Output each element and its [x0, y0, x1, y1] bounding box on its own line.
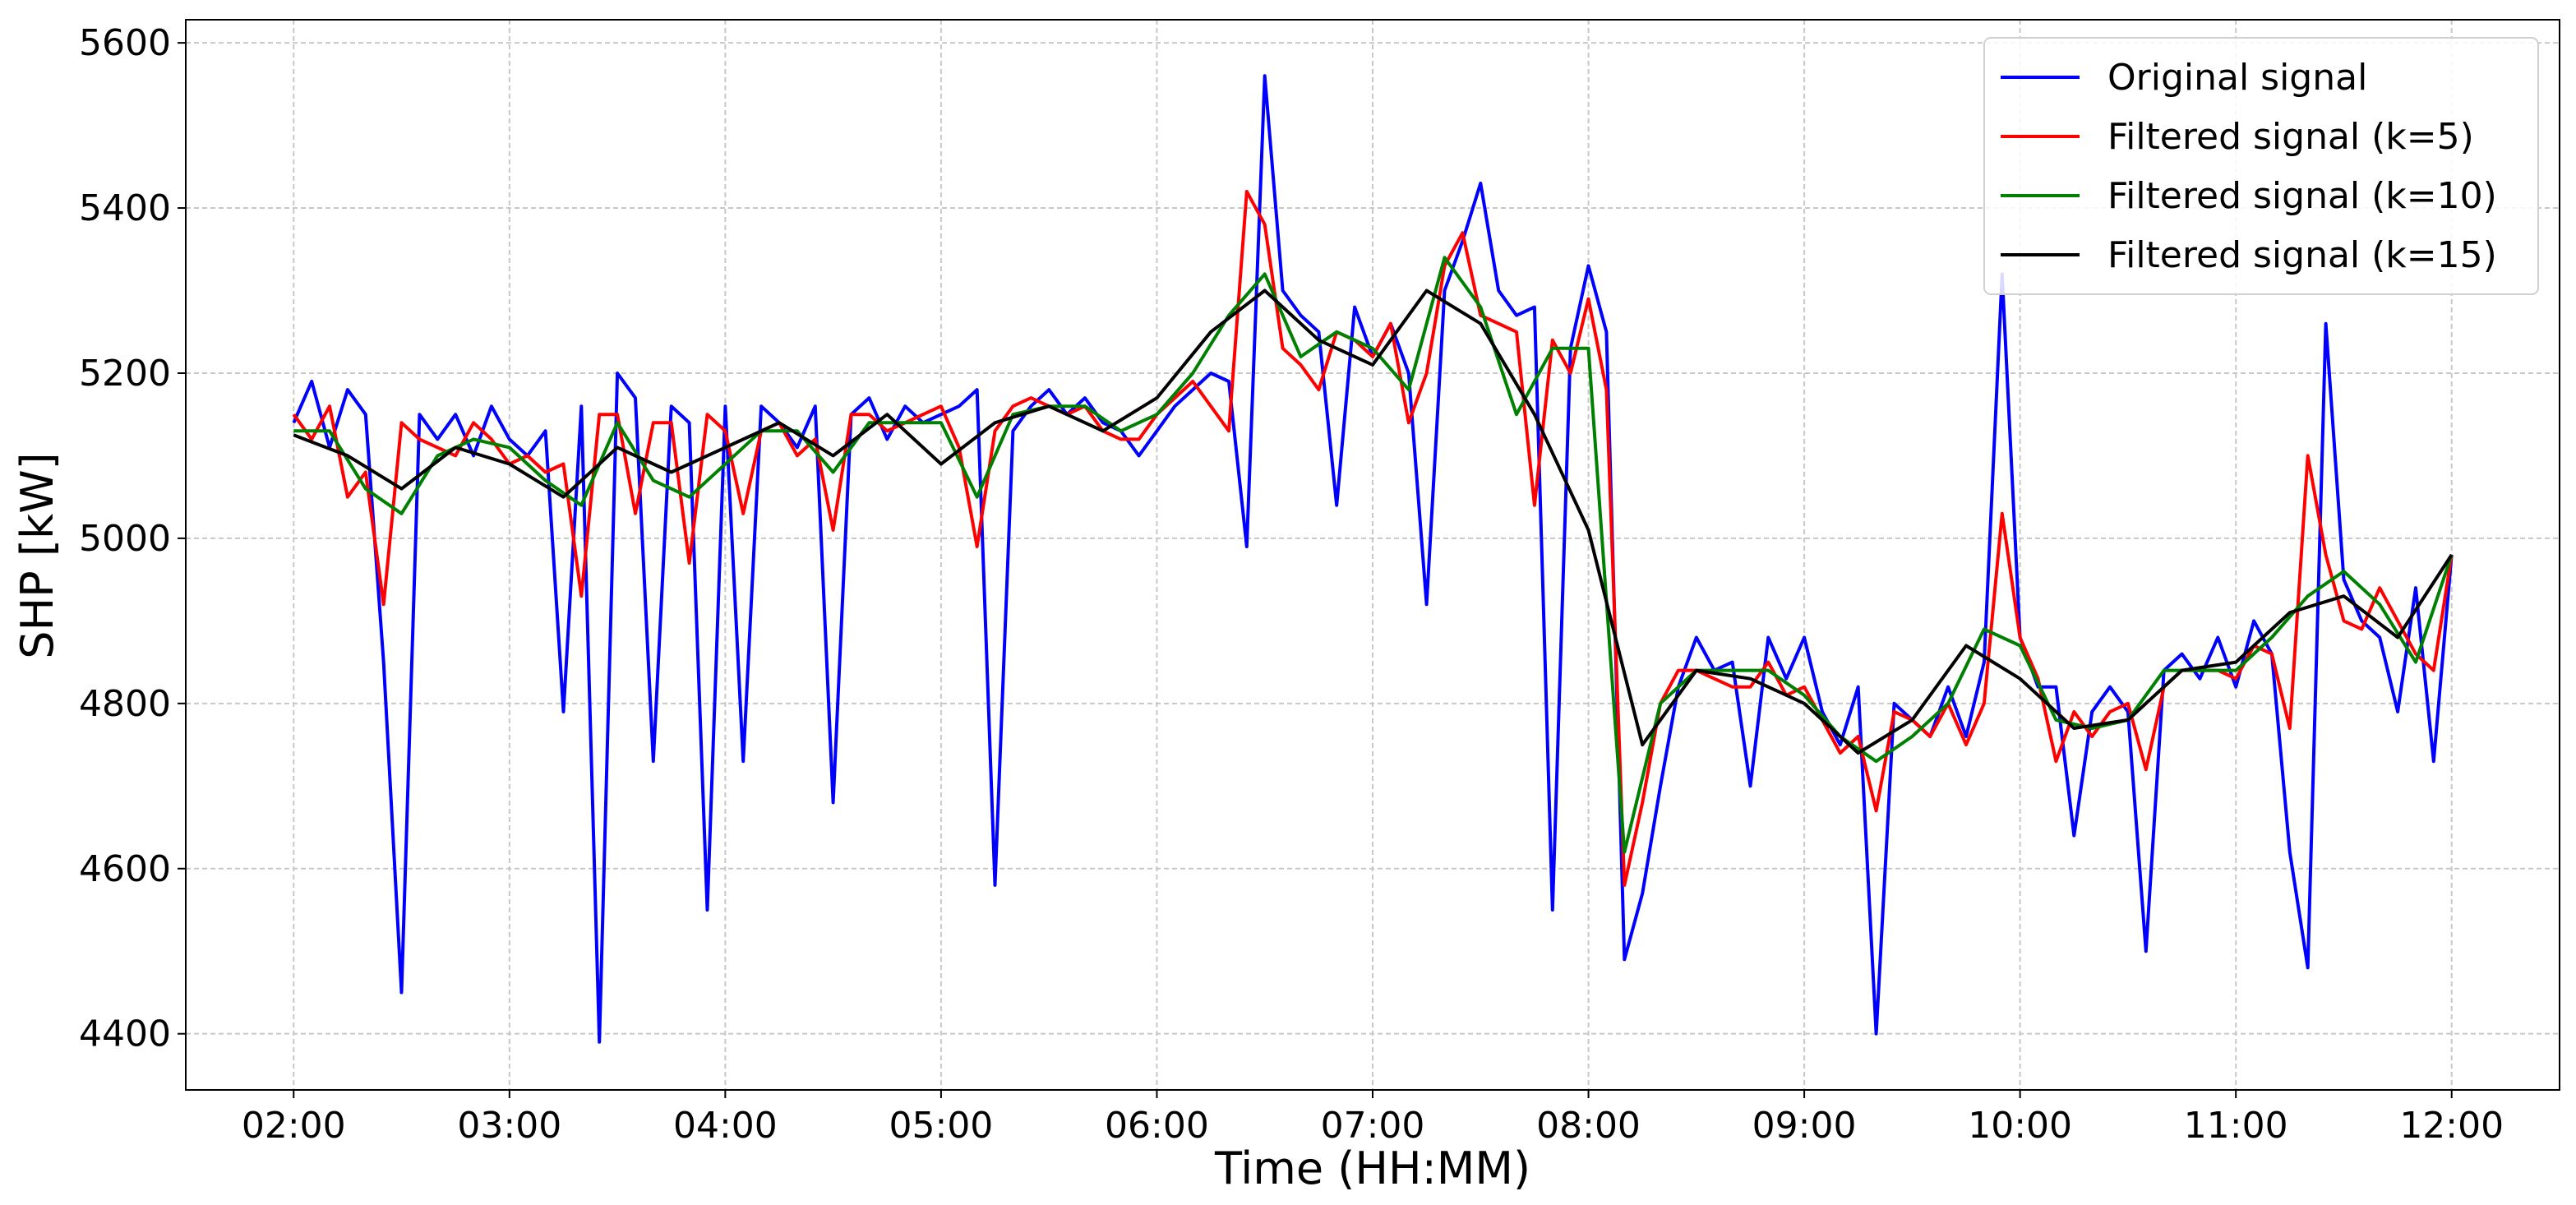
legend-label: Filtered signal (k=10) — [2107, 175, 2497, 217]
legend-label: Original signal — [2107, 57, 2367, 99]
x-axis-label: Time (HH:MM) — [1214, 1143, 1530, 1194]
x-tick-label: 02:00 — [242, 1105, 346, 1147]
y-tick-label: 4600 — [79, 848, 171, 890]
x-tick-label: 12:00 — [2399, 1105, 2504, 1147]
legend-label: Filtered signal (k=15) — [2107, 234, 2497, 276]
x-tick-label: 07:00 — [1321, 1105, 1425, 1147]
legend: Original signal Filtered signal (k=5) Filt… — [1983, 37, 2539, 295]
x-tick-label: 11:00 — [2184, 1105, 2288, 1147]
plot-frame — [185, 19, 2560, 1091]
x-tick-label: 03:00 — [457, 1105, 561, 1147]
legend-box — [1983, 37, 2539, 295]
y-tick-label: 4800 — [79, 683, 171, 725]
y-axis-label: SHP [kW] — [12, 452, 63, 658]
y-tick-label: 5400 — [79, 187, 171, 229]
y-tick-label: 5200 — [79, 353, 171, 395]
series-line — [293, 289, 2454, 755]
y-tick-label: 4400 — [79, 1013, 171, 1055]
x-tick-label: 10:00 — [1968, 1105, 2072, 1147]
x-tick-label: 08:00 — [1536, 1105, 1641, 1147]
x-tick-label: 06:00 — [1105, 1105, 1209, 1147]
legend-label: Filtered signal (k=5) — [2107, 116, 2474, 158]
y-tick-label: 5000 — [79, 518, 171, 560]
series-line — [292, 190, 2454, 887]
x-tick-label: 05:00 — [889, 1105, 994, 1147]
x-tick-label: 09:00 — [1752, 1105, 1857, 1147]
series-line — [293, 256, 2454, 854]
y-tick-label: 5600 — [79, 22, 171, 64]
x-tick-label: 04:00 — [673, 1105, 778, 1147]
